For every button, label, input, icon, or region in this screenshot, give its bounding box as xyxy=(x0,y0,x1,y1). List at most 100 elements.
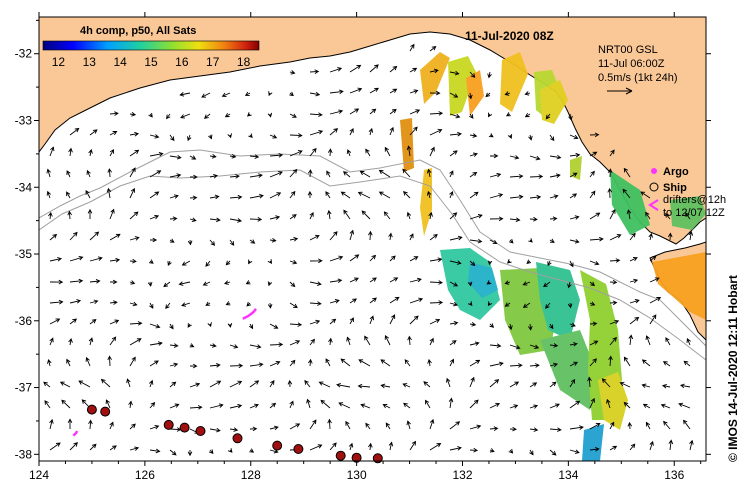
current-vector xyxy=(429,257,443,262)
model-time: 11-Jul 06:00Z xyxy=(598,58,665,70)
current-vector xyxy=(529,174,544,179)
current-vector xyxy=(628,334,634,346)
current-vector xyxy=(169,238,175,243)
current-vector xyxy=(244,91,251,96)
current-vector xyxy=(289,259,298,265)
ship-marker[interactable] xyxy=(272,440,283,451)
current-vector xyxy=(329,109,344,115)
current-vector xyxy=(649,277,660,283)
current-vector xyxy=(149,214,160,220)
current-vector xyxy=(129,280,136,285)
current-vector xyxy=(189,195,198,201)
current-vector xyxy=(429,318,441,325)
current-vector xyxy=(509,381,520,388)
current-vector xyxy=(89,443,97,451)
current-vector xyxy=(149,448,161,454)
current-vector xyxy=(349,64,362,73)
current-vector xyxy=(129,149,140,157)
ship-marker[interactable] xyxy=(195,426,206,436)
current-vector xyxy=(382,404,391,409)
current-vector xyxy=(661,383,671,389)
current-vector xyxy=(269,342,284,347)
colorbar-tick-label: 18 xyxy=(237,55,251,69)
current-vector xyxy=(429,128,443,136)
current-vector xyxy=(309,419,317,430)
x-axis: 124 126 128 130 132 134 136 xyxy=(29,12,702,482)
current-vector xyxy=(425,399,431,409)
current-vector xyxy=(489,153,499,159)
ship-marker[interactable] xyxy=(293,444,304,454)
current-vector xyxy=(329,231,338,241)
model-name: NRT00 GSL xyxy=(598,44,658,56)
current-vector xyxy=(269,380,275,388)
colorbar: 4h comp, p50, All Sats 12 13 14 15 16 17 18 xyxy=(42,25,260,69)
current-vector xyxy=(529,404,539,409)
current-vector xyxy=(189,343,195,348)
current-vector xyxy=(327,148,333,157)
current-vector xyxy=(268,91,273,97)
ship-marker[interactable] xyxy=(163,419,174,430)
current-vector xyxy=(448,397,454,409)
ship-marker[interactable] xyxy=(86,404,97,415)
current-vector xyxy=(181,260,191,266)
drifter-track xyxy=(72,430,79,437)
marker-legend: Argo Ship drifters@12h to 12/07 12Z xyxy=(648,166,726,219)
ship-marker[interactable] xyxy=(179,422,190,433)
current-vector xyxy=(469,238,483,244)
current-vector xyxy=(205,260,211,267)
current-vector xyxy=(369,87,380,94)
ship-marker[interactable] xyxy=(335,450,346,461)
current-vector xyxy=(489,361,504,367)
current-vector xyxy=(429,46,437,52)
current-vector xyxy=(309,147,317,157)
current-vector xyxy=(549,154,562,160)
ship-marker[interactable] xyxy=(100,406,111,417)
current-vector xyxy=(309,301,322,306)
current-vector xyxy=(529,363,540,368)
current-vector xyxy=(662,361,671,367)
current-vector xyxy=(589,170,595,178)
current-vector xyxy=(163,281,171,288)
current-vector xyxy=(402,168,411,178)
current-vector xyxy=(449,70,460,76)
current-vector xyxy=(289,340,301,346)
current-vector xyxy=(227,448,233,453)
current-vector xyxy=(623,167,631,178)
current-vector xyxy=(209,217,221,223)
current-vector xyxy=(327,418,332,430)
current-vector xyxy=(289,133,303,138)
current-vector xyxy=(589,212,601,220)
current-vector xyxy=(109,421,114,430)
current-vector xyxy=(648,232,653,241)
current-vector xyxy=(589,358,597,367)
current-vector xyxy=(66,191,71,199)
current-vector xyxy=(325,191,331,199)
current-vector xyxy=(409,126,418,136)
current-vector xyxy=(187,450,193,457)
current-vector xyxy=(449,131,462,137)
current-vector xyxy=(509,155,520,160)
current-vector xyxy=(129,301,138,307)
current-vector xyxy=(606,398,611,409)
current-vector xyxy=(209,239,216,246)
current-vector xyxy=(449,190,454,199)
current-vector xyxy=(487,260,493,266)
current-vector xyxy=(389,108,397,115)
current-vector xyxy=(225,301,231,306)
current-vector xyxy=(569,322,576,327)
current-vector xyxy=(589,260,600,266)
current-vector xyxy=(89,319,97,325)
ship-marker[interactable] xyxy=(232,433,243,444)
current-vector xyxy=(449,301,458,307)
current-vector xyxy=(645,211,651,220)
current-vector xyxy=(449,235,463,241)
colorbar-tick-label: 17 xyxy=(206,55,220,69)
current-vector xyxy=(349,87,363,94)
current-vector xyxy=(267,259,273,264)
current-vector xyxy=(569,342,578,347)
current-vector xyxy=(225,260,231,266)
current-vector xyxy=(166,113,171,120)
current-vector xyxy=(67,210,72,220)
current-vector xyxy=(567,281,572,289)
current-vector xyxy=(549,194,559,199)
